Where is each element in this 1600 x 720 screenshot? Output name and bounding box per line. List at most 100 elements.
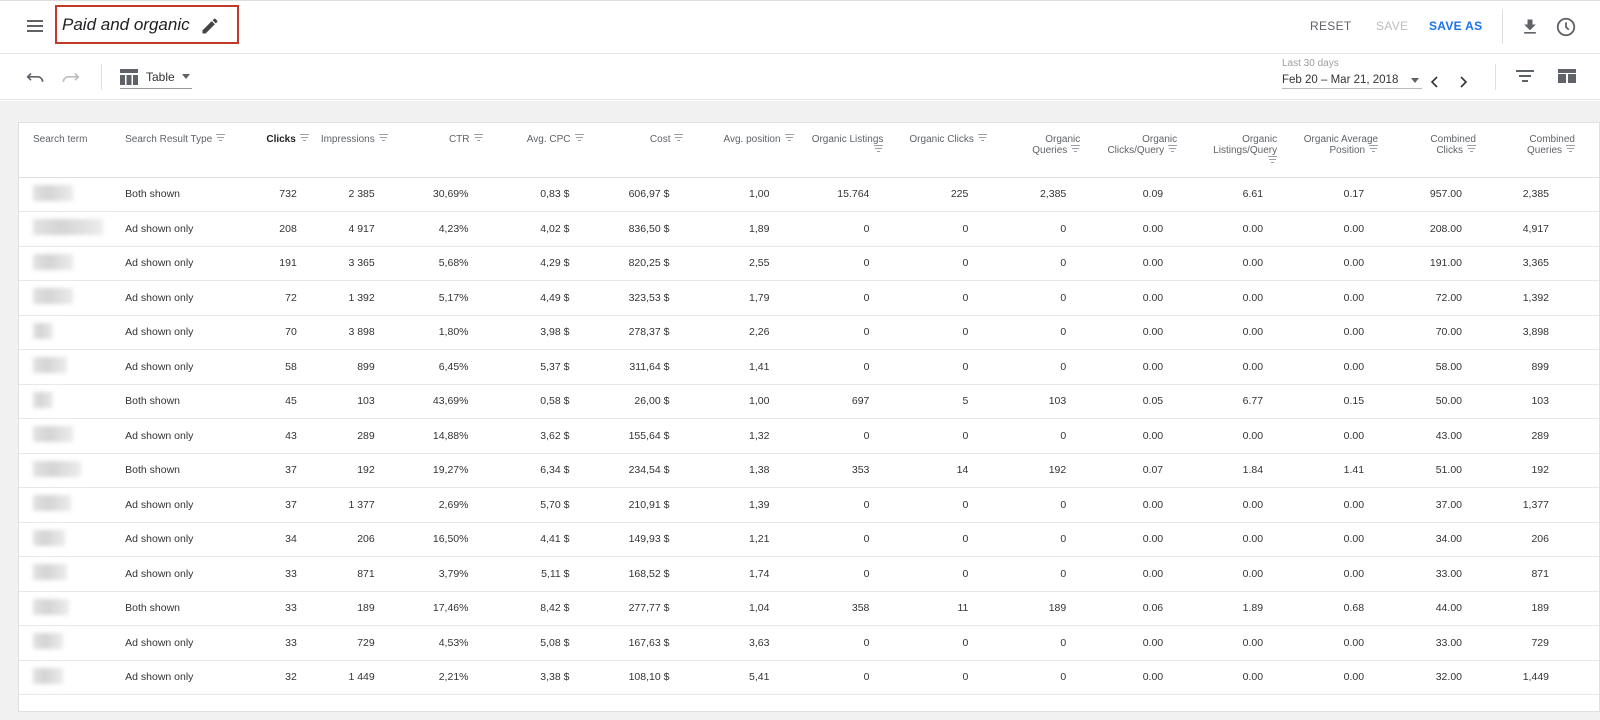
cell-search-result-type: Ad shown only [125, 280, 233, 316]
column-header-combined-clicks[interactable]: Combined Clicks [1404, 123, 1502, 178]
table-row[interactable]: Ad shown only 191 3 365 5,68% 4,29 $820,25 $… [19, 246, 1599, 281]
clock-icon[interactable] [1555, 16, 1577, 38]
redo-icon[interactable] [60, 68, 80, 84]
table-row[interactable]: Ad shown only 32 1 449 2,21% 3,38 $108,10 $5… [19, 660, 1599, 695]
column-header-label: Organic Clicks/Query [1107, 134, 1178, 156]
sort-icon[interactable] [1369, 145, 1379, 152]
date-dropdown-icon[interactable] [1411, 78, 1419, 83]
sort-icon[interactable] [977, 134, 987, 141]
sort-icon[interactable] [1467, 145, 1476, 152]
table-row[interactable]: Ad shown only 43 289 14,88% 3,62 $155,64 $1,… [19, 418, 1599, 454]
cell-organic-queries: 2,385 [1008, 177, 1107, 212]
date-caption: Last 30 days [1282, 58, 1339, 69]
sort-icon[interactable] [784, 134, 794, 141]
edit-icon[interactable] [200, 16, 220, 36]
table-row[interactable]: Ad shown only 34 206 16,50% 4,41 $149,93 $1,… [19, 522, 1599, 557]
date-value[interactable]: Feb 20 – Mar 21, 2018 [1282, 74, 1422, 89]
column-header-ctr[interactable]: CTR [414, 123, 509, 178]
table-row[interactable]: Ad shown only 33 871 3,79% 5,11 $168,52 $1,7… [19, 556, 1599, 592]
cell-avg-position: 1,32 [709, 418, 810, 454]
menu-icon[interactable] [25, 17, 45, 37]
page-title[interactable]: Paid and organic [62, 14, 190, 34]
reset-button[interactable]: RESET [1310, 19, 1352, 33]
cell-organic-clicks: 225 [909, 177, 1009, 212]
cell-impressions: 3 898 [316, 315, 415, 350]
redacted-text [33, 564, 67, 581]
cell-combined-clicks: 208.00 [1404, 211, 1502, 247]
chevron-right-icon[interactable] [1456, 75, 1470, 89]
sort-icon[interactable] [674, 134, 684, 141]
table-row[interactable]: Ad shown only 70 3 898 1,80% 3,98 $278,37 $2… [19, 315, 1599, 350]
sort-icon[interactable] [473, 134, 483, 141]
column-header-search-result-type[interactable]: Search Result Type [125, 123, 233, 178]
cell-organic-clicks: 0 [909, 211, 1009, 247]
cell-organic-clicks: 0 [909, 522, 1009, 557]
column-header-label: Organic Clicks [909, 134, 974, 145]
cell-combined-queries: 729 [1502, 625, 1599, 661]
column-header-combined-queries[interactable]: Combined Queries [1502, 123, 1599, 178]
cell-ctr: 43,69% [414, 384, 509, 419]
cell-avg-cpc: 5,08 $ [508, 625, 610, 661]
filter-icon[interactable] [1516, 69, 1534, 83]
sort-icon[interactable] [299, 134, 309, 141]
save-as-button[interactable]: SAVE AS [1429, 19, 1483, 33]
table-icon [120, 68, 138, 85]
undo-icon[interactable] [26, 68, 46, 84]
cell-cost: 155,64 $ [609, 418, 710, 454]
cell-organic-clicks: 0 [909, 487, 1009, 523]
sort-icon[interactable] [1268, 156, 1278, 163]
table-row[interactable]: Ad shown only 72 1 392 5,17% 4,49 $323,53 $1… [19, 280, 1599, 316]
redacted-text [33, 391, 53, 408]
column-header-search-term[interactable]: Search term [19, 123, 126, 178]
chevron-left-icon[interactable] [1428, 75, 1442, 89]
cell-ctr: 14,88% [414, 418, 509, 454]
cell-search-result-type: Both shown [125, 177, 233, 212]
download-icon[interactable] [1520, 16, 1540, 38]
sort-icon[interactable] [1168, 145, 1178, 152]
sort-icon[interactable] [874, 145, 884, 152]
cell-cost: 820,25 $ [609, 246, 710, 281]
view-selector[interactable]: Table [120, 65, 192, 89]
column-header-avg-cpc[interactable]: Avg. CPC [508, 123, 610, 178]
column-header-organic-listings-per-query[interactable]: Organic Listings/Query [1203, 123, 1304, 178]
column-header-organic-listings[interactable]: Organic Listings [809, 123, 910, 178]
column-header-organic-queries[interactable]: Organic Queries [1008, 123, 1107, 178]
cell-combined-queries: 899 [1502, 349, 1599, 385]
redacted-text [33, 460, 81, 477]
cell-combined-queries: 103 [1502, 384, 1599, 419]
table-row[interactable]: Ad shown only 37 1 377 2,69% 5,70 $210,91 $1… [19, 487, 1599, 523]
table-row[interactable]: Both shown 37 192 19,27% 6,34 $234,54 $1,38 3… [19, 453, 1599, 488]
sort-icon[interactable] [1071, 145, 1081, 152]
cell-organic-queries: 192 [1008, 453, 1107, 488]
column-header-organic-clicks-per-query[interactable]: Organic Clicks/Query [1106, 123, 1204, 178]
column-header-clicks[interactable]: Clicks [232, 123, 317, 178]
column-header-organic-average-position[interactable]: Organic Average Position [1303, 123, 1405, 178]
search-term-cell-redacted [19, 246, 126, 281]
table-row[interactable]: Ad shown only 208 4 917 4,23% 4,02 $836,50 $… [19, 211, 1599, 247]
table-row[interactable]: Both shown 45 103 43,69% 0,58 $26,00 $1,00 69… [19, 384, 1599, 419]
cell-combined-clicks: 43.00 [1404, 418, 1502, 454]
column-header-cost[interactable]: Cost [609, 123, 710, 178]
table-row[interactable]: Ad shown only 33 729 4,53% 5,08 $167,63 $3,6… [19, 625, 1599, 661]
cell-clicks: 208 [232, 211, 317, 247]
table-row[interactable]: Ad shown only 58 899 6,45% 5,37 $311,64 $1,4… [19, 349, 1599, 385]
sort-icon[interactable] [378, 134, 388, 141]
cell-search-result-type: Ad shown only [125, 349, 233, 385]
column-header-organic-clicks[interactable]: Organic Clicks [909, 123, 1009, 178]
table-row[interactable]: Both shown 732 2 385 30,69% 0,83 $606,97 $1,… [19, 177, 1599, 212]
sort-icon[interactable] [574, 134, 584, 141]
report-title-box[interactable]: Paid and organic [55, 5, 239, 44]
cell-organic-listings: 0 [809, 315, 910, 350]
table-row[interactable]: Both shown 33 189 17,46% 8,42 $277,77 $1,04 3… [19, 591, 1599, 626]
redacted-text [33, 322, 53, 339]
columns-icon[interactable] [1558, 69, 1576, 83]
cell-organic-clicks-per-query: 0.06 [1106, 591, 1204, 626]
column-header-impressions[interactable]: Impressions [316, 123, 415, 178]
cell-search-result-type: Both shown [125, 453, 233, 488]
sort-icon[interactable] [1566, 145, 1575, 152]
date-range-picker[interactable]: Last 30 days Feb 20 – Mar 21, 2018 [1282, 58, 1422, 92]
sort-icon[interactable] [216, 134, 226, 141]
column-header-avg-position[interactable]: Avg. position [709, 123, 810, 178]
cell-combined-clicks: 33.00 [1404, 556, 1502, 592]
save-button[interactable]: SAVE [1376, 19, 1409, 33]
